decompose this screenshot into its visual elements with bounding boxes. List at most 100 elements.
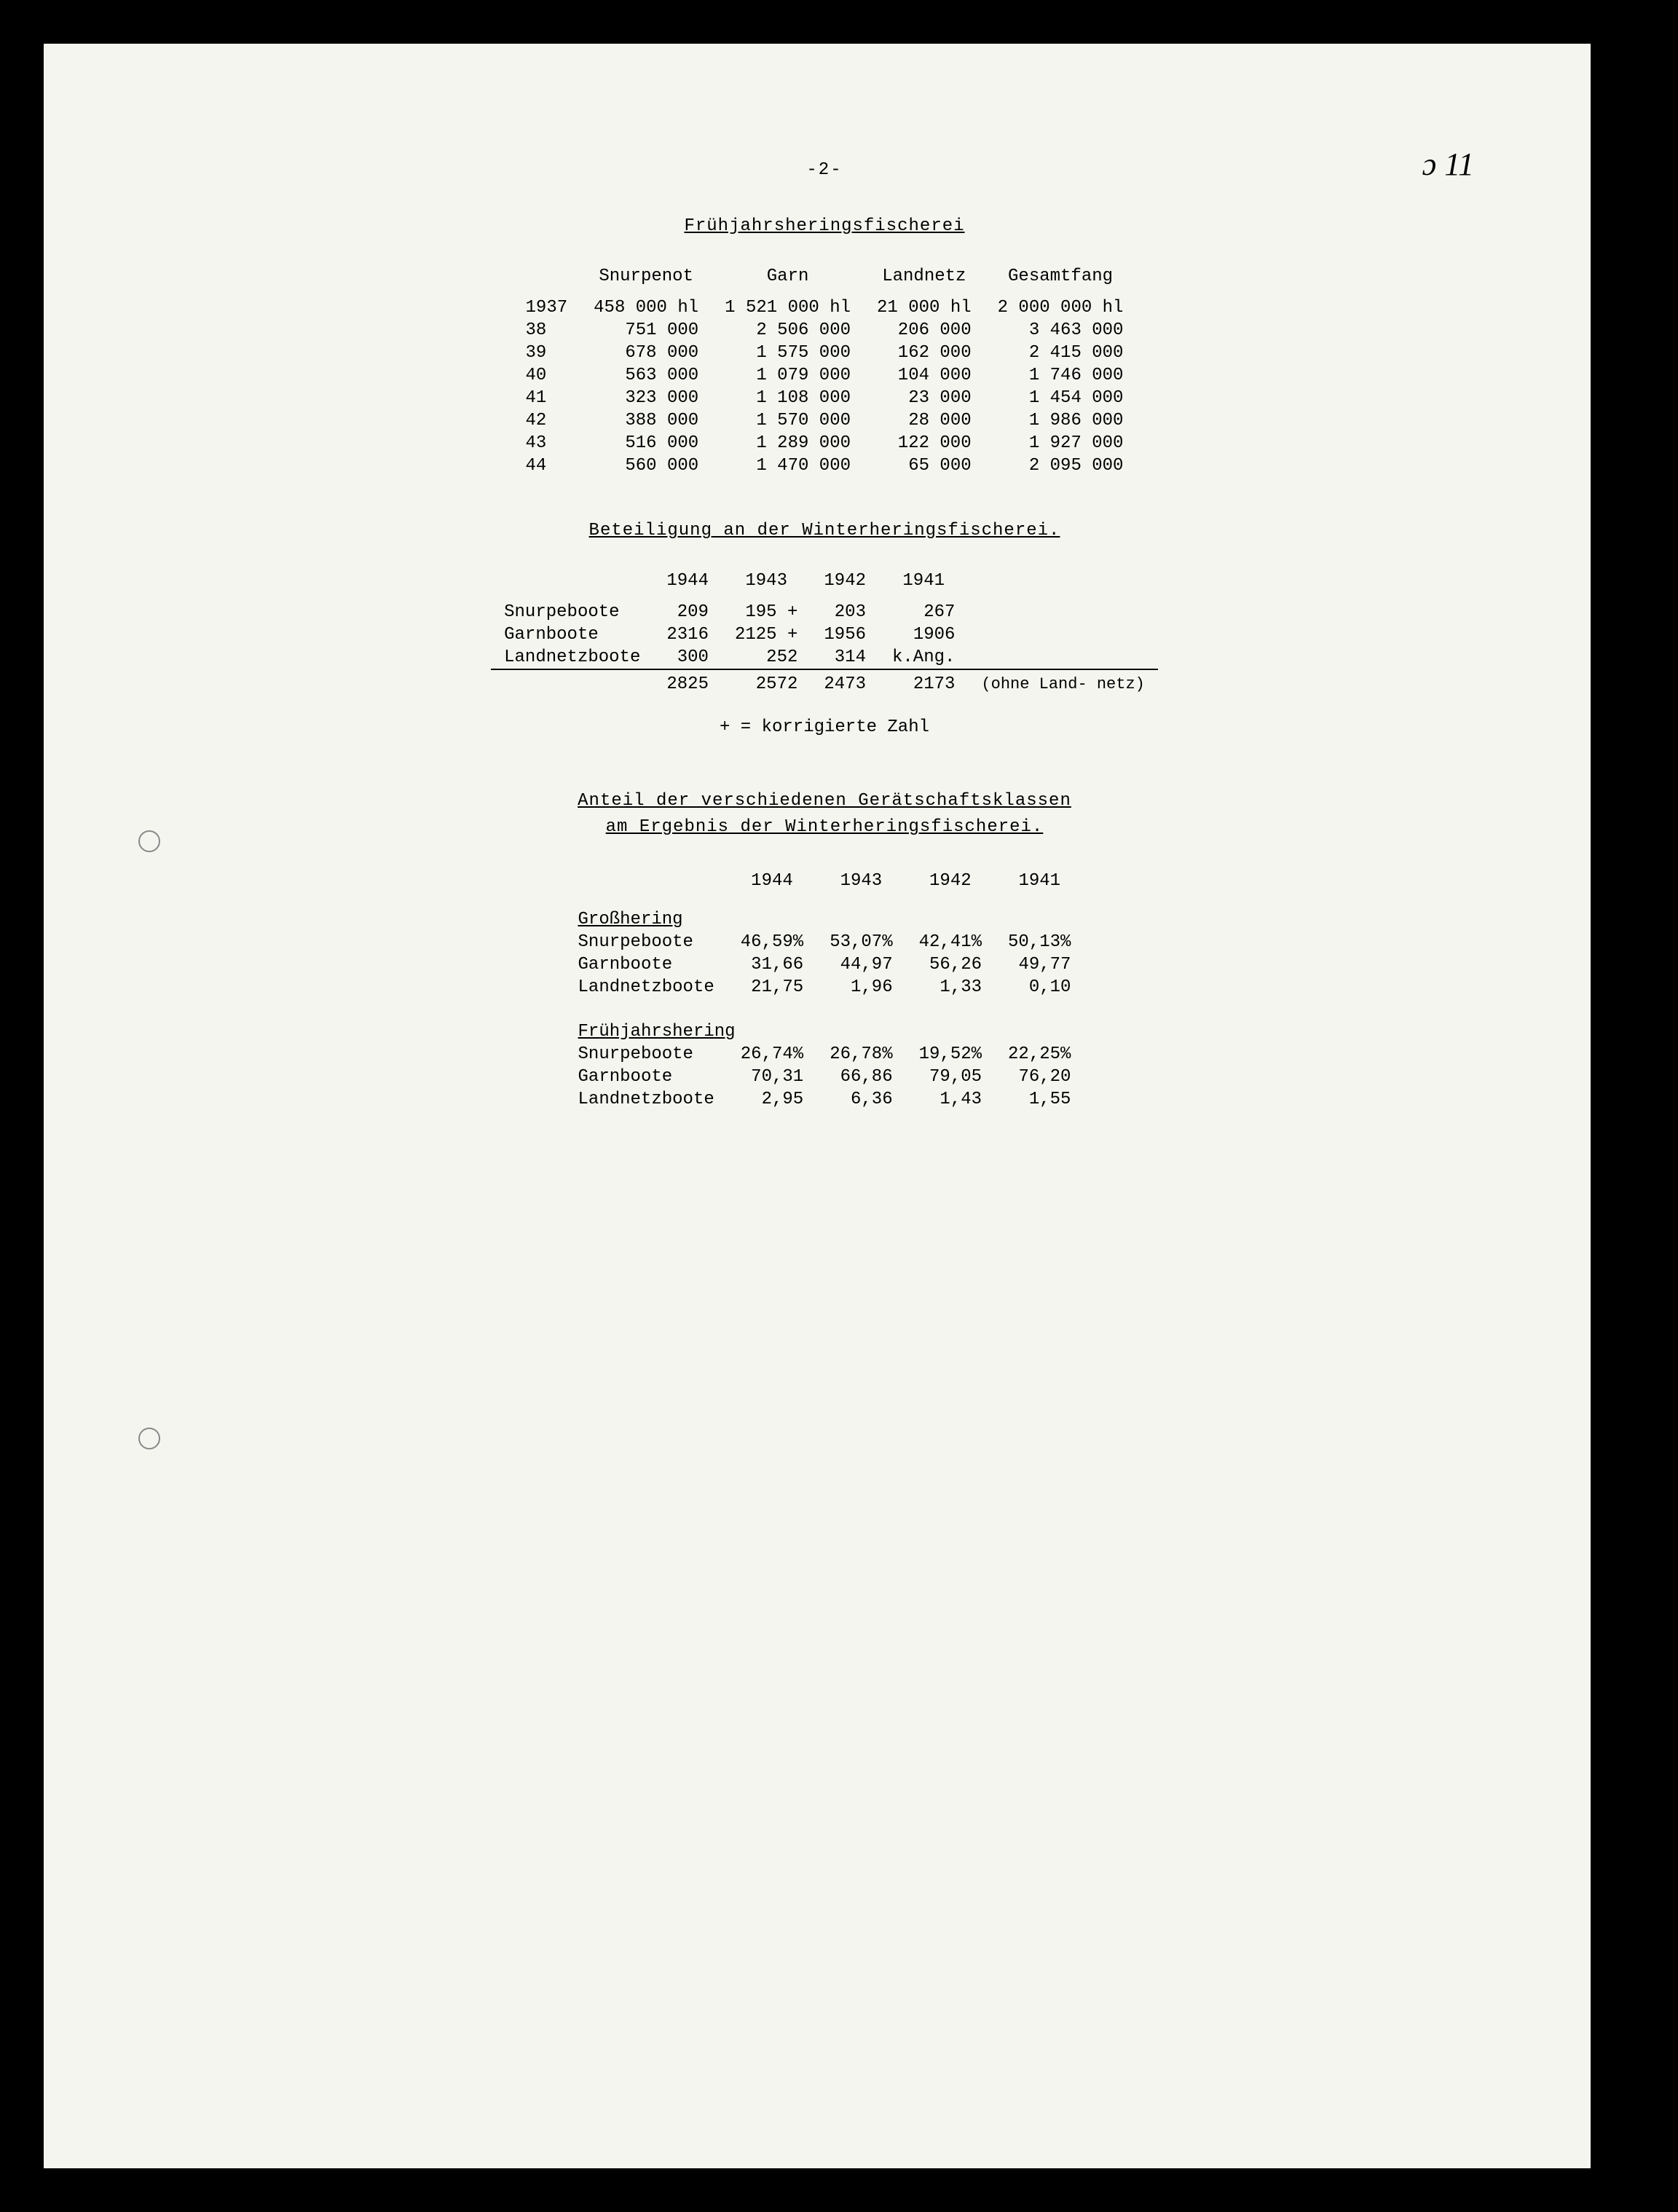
cell-label: Landnetzboote (491, 646, 653, 669)
section1-title: Frühjahrsheringsfischerei (146, 216, 1503, 236)
cell-snurpenot: 388 000 (580, 409, 712, 432)
cell-1944: 2316 (653, 623, 722, 646)
cell-snurpenot: 458 000 hl (580, 296, 712, 319)
cell-1942: 19,52% (906, 1043, 995, 1066)
cell-garn: 1 108 000 (712, 387, 864, 409)
table1-col-garn: Garn (712, 265, 864, 296)
cell-1944: 70,31 (728, 1066, 816, 1088)
cell-year: 1937 (513, 296, 581, 319)
cell-gesamt: 2 415 000 (985, 342, 1137, 364)
cell-gesamt: 1 746 000 (985, 364, 1137, 387)
cell-garn: 1 521 000 hl (712, 296, 864, 319)
cell-1941: k.Ang. (879, 646, 968, 669)
cell-landnetz: 162 000 (864, 342, 985, 364)
cell-1943: 1,96 (816, 976, 905, 999)
table-row: Snurpeboote209195 +203267 (491, 601, 1158, 623)
table2-col-1941: 1941 (879, 570, 968, 601)
cell-landnetz: 206 000 (864, 319, 985, 342)
table1-col-snurpenot: Snurpenot (580, 265, 712, 296)
table-row: 41323 0001 108 00023 0001 454 000 (513, 387, 1137, 409)
cell-snurpenot: 323 000 (580, 387, 712, 409)
table2-header-row: 1944 1943 1942 1941 (491, 570, 1158, 601)
cell-landnetz: 65 000 (864, 454, 985, 477)
table-anteil: 1944 1943 1942 1941 Großhering Snurpeboo… (565, 870, 1084, 1111)
cell-1941: 1906 (879, 623, 968, 646)
table-beteiligung: 1944 1943 1942 1941 Snurpeboote209195 +2… (491, 570, 1158, 696)
cell-1941: 49,77 (995, 953, 1084, 976)
cell-1942: 1,43 (906, 1088, 995, 1111)
table2-total-row: 2825 2572 2473 2173 (ohne Land- netz) (491, 669, 1158, 696)
cell-year: 40 (513, 364, 581, 387)
cell-1943: 66,86 (816, 1066, 905, 1088)
table-row: 39678 0001 575 000162 0002 415 000 (513, 342, 1137, 364)
table3-col-1944: 1944 (728, 870, 816, 901)
cell-landnetz: 28 000 (864, 409, 985, 432)
cell-1942: 203 (811, 601, 879, 623)
cell-1943: 44,97 (816, 953, 905, 976)
handwritten-page-number: ɔ 11 (1422, 146, 1474, 183)
table3-group2-heading-row: Frühjahrshering (565, 1013, 1084, 1043)
table-row: Garnboote31,6644,9756,2649,77 (565, 953, 1084, 976)
table3-col-1942: 1942 (906, 870, 995, 901)
cell-note (968, 646, 1157, 669)
cell-gesamt: 1 454 000 (985, 387, 1137, 409)
film-frame: ɔ 11 -2- Frühjahrsheringsfischerei Snurp… (0, 0, 1678, 2212)
table3-col-1943: 1943 (816, 870, 905, 901)
cell-label: Snurpeboote (565, 1043, 728, 1066)
cell-1942: 1,33 (906, 976, 995, 999)
cell-landnetz: 23 000 (864, 387, 985, 409)
cell-year: 44 (513, 454, 581, 477)
cell-1944: 21,75 (728, 976, 816, 999)
table-row: Landnetzboote300252314k.Ang. (491, 646, 1158, 669)
table3-group1-heading-row: Großhering (565, 901, 1084, 931)
typed-page-number: -2- (146, 160, 1503, 180)
table2-col-1943: 1943 (722, 570, 811, 601)
hole-punch (138, 830, 160, 852)
table-row: Garnboote70,3166,8679,0576,20 (565, 1066, 1084, 1088)
cell-1942: 1956 (811, 623, 879, 646)
table3-col-label (565, 870, 728, 901)
cell-year: 41 (513, 387, 581, 409)
cell-garn: 1 289 000 (712, 432, 864, 454)
cell-landnetz: 104 000 (864, 364, 985, 387)
cell-year: 43 (513, 432, 581, 454)
cell-snurpenot: 751 000 (580, 319, 712, 342)
table-row: 43516 0001 289 000122 0001 927 000 (513, 432, 1137, 454)
table2-col-1944: 1944 (653, 570, 722, 601)
table2-total-note: (ohne Land- netz) (968, 669, 1157, 696)
cell-label: Garnboote (565, 953, 728, 976)
cell-year: 39 (513, 342, 581, 364)
cell-1941: 267 (879, 601, 968, 623)
sprocket-hole (1620, 1865, 1663, 1930)
cell-1942: 56,26 (906, 953, 995, 976)
cell-1943: 26,78% (816, 1043, 905, 1066)
table2-col-note (968, 570, 1157, 601)
cell-label: Garnboote (491, 623, 653, 646)
table3-group2-heading: Frühjahrshering (565, 1013, 1084, 1043)
cell-garn: 1 079 000 (712, 364, 864, 387)
section2-footnote: + = korrigierte Zahl (146, 717, 1503, 737)
table2-total-label (491, 669, 653, 696)
cell-1944: 2,95 (728, 1088, 816, 1111)
cell-label: Landnetzboote (565, 976, 728, 999)
cell-label: Garnboote (565, 1066, 728, 1088)
cell-1944: 26,74% (728, 1043, 816, 1066)
cell-1944: 300 (653, 646, 722, 669)
cell-snurpenot: 560 000 (580, 454, 712, 477)
cell-1942: 42,41% (906, 931, 995, 953)
document-page: ɔ 11 -2- Frühjahrsheringsfischerei Snurp… (44, 44, 1591, 2168)
table-row: Landnetzboote21,751,961,330,10 (565, 976, 1084, 999)
cell-gesamt: 2 000 000 hl (985, 296, 1137, 319)
table-fruehjahrshering: Snurpenot Garn Landnetz Gesamtfang 19374… (513, 265, 1137, 477)
cell-1941: 1,55 (995, 1088, 1084, 1111)
section3-title-line2: am Ergebnis der Winterheringsfischerei. (606, 817, 1044, 837)
sprocket-hole (1620, 189, 1663, 255)
table3-header-row: 1944 1943 1942 1941 (565, 870, 1084, 901)
cell-1943: 195 + (722, 601, 811, 623)
sprocket-hole (1620, 1194, 1663, 1260)
cell-gesamt: 3 463 000 (985, 319, 1137, 342)
cell-1944: 31,66 (728, 953, 816, 976)
table-row: 42388 0001 570 00028 0001 986 000 (513, 409, 1137, 432)
cell-snurpenot: 563 000 (580, 364, 712, 387)
table2-col-label (491, 570, 653, 601)
